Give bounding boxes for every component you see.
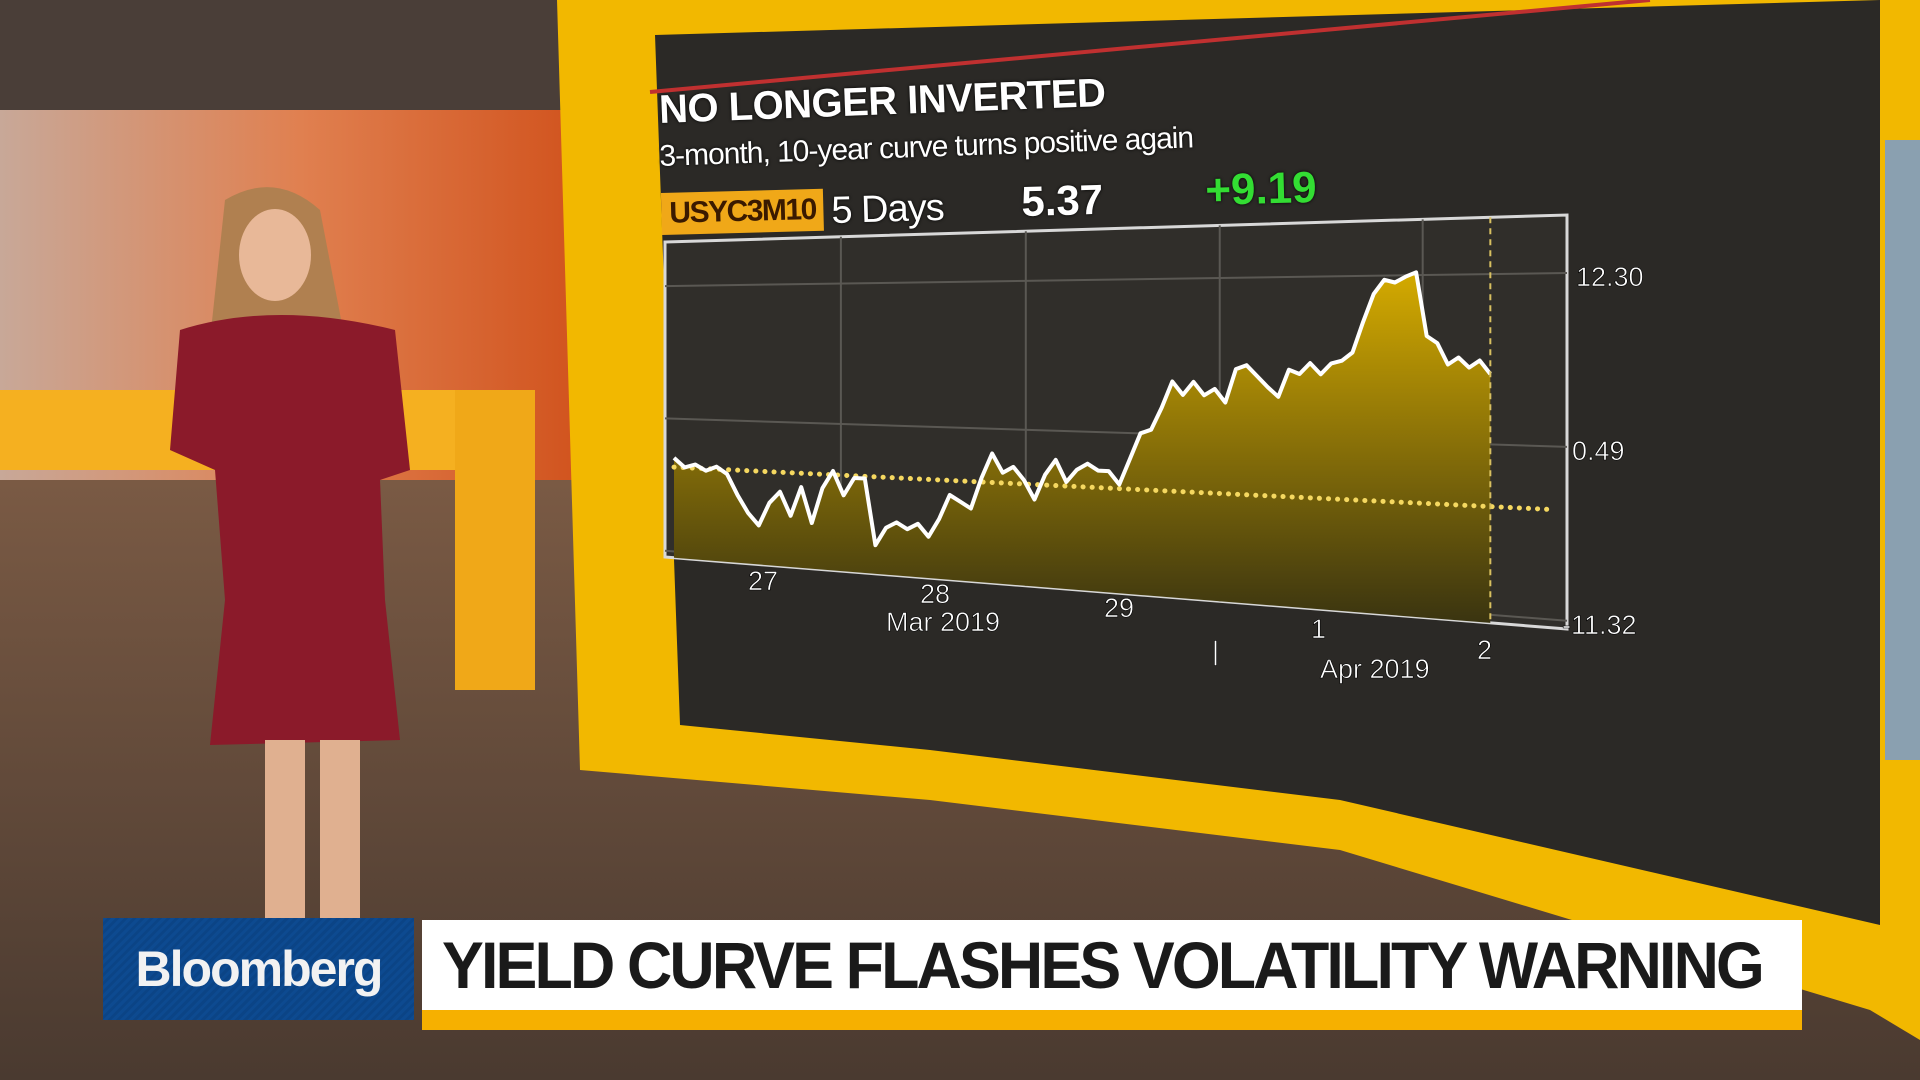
change-value: +9.19 (1204, 162, 1318, 216)
y-tick-label: -11.32 (1562, 610, 1637, 640)
x-tick-month-label: Mar 2019 (886, 607, 1000, 637)
x-tick-label: 27 (748, 566, 778, 596)
x-tick-label: 1 (1311, 614, 1326, 644)
x-tick-label: 29 (1104, 593, 1134, 623)
x-tick-label: | (1212, 636, 1219, 666)
presenter (170, 187, 410, 920)
brand-label: Bloomberg (135, 941, 384, 997)
headline: YIELD CURVE FLASHES VOLATILITY WARNING (442, 928, 1765, 1002)
series-line (672, 270, 1492, 548)
last-value: 5.37 (1020, 175, 1104, 226)
ticker-badge: USYC3M10 (660, 188, 825, 235)
x-tick-label: 28 (920, 579, 950, 609)
bloomberg-logo: Bloomberg (103, 918, 414, 1020)
reference-dotted-line (671, 464, 1556, 513)
window-city (1885, 140, 1920, 760)
period-label: 5 Days (830, 186, 945, 233)
y-tick-label: 12.30 (1576, 262, 1644, 292)
screen-accent-line (649, 0, 1651, 94)
studio-ceiling (0, 0, 600, 110)
light-column (455, 390, 535, 690)
lower-third: YIELD CURVE FLASHES VOLATILITY WARNING (422, 920, 1802, 1030)
series-area-fill (674, 272, 1491, 623)
x-tick-label: 2 (1477, 635, 1492, 665)
y-tick-label: 0.49 (1572, 436, 1625, 466)
x-tick-month-label: Apr 2019 (1320, 654, 1430, 684)
